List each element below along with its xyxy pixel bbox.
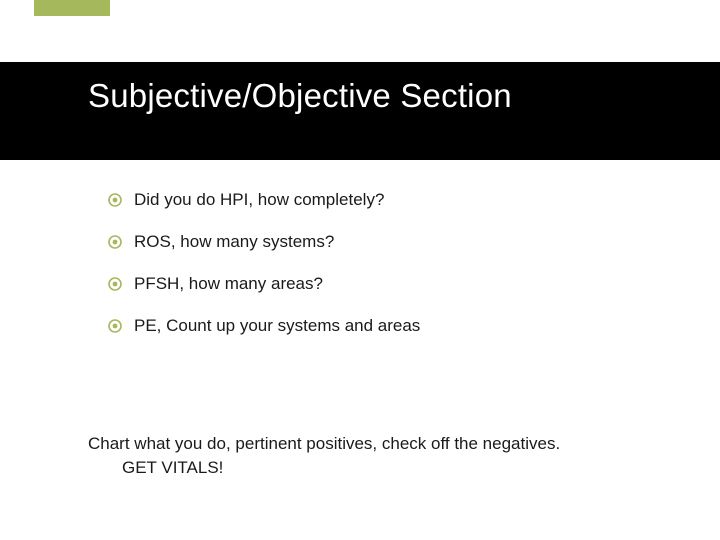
bullet-text: PFSH, how many areas? bbox=[134, 274, 323, 294]
list-item: Did you do HPI, how completely? bbox=[108, 190, 660, 210]
footer-line2: GET VITALS! bbox=[88, 456, 660, 480]
footer-line1: Chart what you do, pertinent positives, … bbox=[88, 432, 660, 456]
target-bullet-icon bbox=[108, 277, 122, 291]
footer-note: Chart what you do, pertinent positives, … bbox=[88, 432, 660, 480]
bullet-text: ROS, how many systems? bbox=[134, 232, 334, 252]
bullet-text: Did you do HPI, how completely? bbox=[134, 190, 384, 210]
list-item: PFSH, how many areas? bbox=[108, 274, 660, 294]
list-item: ROS, how many systems? bbox=[108, 232, 660, 252]
slide-title: Subjective/Objective Section bbox=[88, 77, 512, 115]
bullet-text: PE, Count up your systems and areas bbox=[134, 316, 420, 336]
target-bullet-icon bbox=[108, 193, 122, 207]
accent-bar bbox=[34, 0, 110, 16]
bullet-list: Did you do HPI, how completely? ROS, how… bbox=[108, 190, 660, 358]
target-bullet-icon bbox=[108, 319, 122, 333]
list-item: PE, Count up your systems and areas bbox=[108, 316, 660, 336]
target-bullet-icon bbox=[108, 235, 122, 249]
